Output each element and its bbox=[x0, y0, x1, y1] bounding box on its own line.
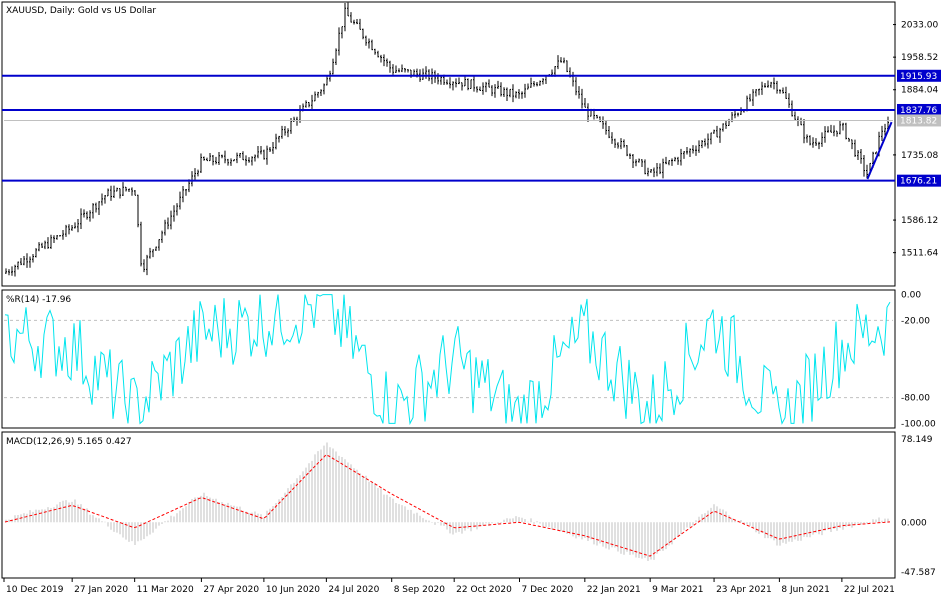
current-price-tag bbox=[897, 114, 941, 127]
wr-title: %R(14) -17.96 bbox=[6, 295, 71, 305]
macd-axis-label: 78.149 bbox=[901, 435, 933, 445]
current-price-label: 1813.82 bbox=[900, 116, 937, 126]
wr-axis-label: -80.00 bbox=[901, 394, 930, 404]
date-axis-label: 10 Dec 2019 bbox=[6, 585, 64, 595]
price-axis-label: 1958.52 bbox=[901, 53, 938, 63]
date-axis-label: 11 Mar 2020 bbox=[137, 585, 194, 595]
williams-r-plot bbox=[4, 293, 893, 426]
price-bars bbox=[5, 2, 889, 277]
macd-axis-label: -47.587 bbox=[901, 568, 936, 578]
date-axis-label: 22 Jan 2021 bbox=[587, 585, 641, 595]
date-axis-label: 9 Mar 2021 bbox=[652, 585, 703, 595]
date-axis-label: 23 Apr 2021 bbox=[716, 585, 772, 595]
macd-axis-label: 0.000 bbox=[901, 518, 927, 528]
level-price-label: 1915.93 bbox=[900, 72, 937, 82]
level-price-tag bbox=[897, 174, 941, 187]
wr-axis-label: -100.00 bbox=[901, 419, 936, 429]
level-price-tag bbox=[897, 69, 941, 82]
macd-panel-frame bbox=[1, 431, 896, 579]
price-axis-label: 1511.64 bbox=[901, 249, 938, 259]
date-axis-label: 8 Jun 2021 bbox=[781, 585, 829, 595]
y-axis-labels: 2033.00 1958.52 1884.04 1735.08 1586.12 1511.… bbox=[893, 21, 938, 578]
macd-title: MACD(12,26,9) 5.165 0.427 bbox=[6, 437, 132, 447]
trendline bbox=[866, 121, 893, 180]
price-axis-label: 1735.08 bbox=[901, 151, 938, 161]
support-resistance-lines: 1915.93 1837.76 1676.21 1813.82 bbox=[2, 69, 941, 187]
macd-signal-line bbox=[4, 454, 891, 557]
date-axis-label: 7 Dec 2020 bbox=[522, 585, 574, 595]
date-axis-label: 24 Jul 2020 bbox=[328, 585, 379, 595]
date-axis-label: 27 Apr 2020 bbox=[203, 585, 259, 595]
macd-plot bbox=[4, 442, 891, 562]
date-axis-label: 8 Sep 2020 bbox=[394, 585, 446, 595]
date-axis-label: 22 Oct 2020 bbox=[456, 585, 512, 595]
date-axis-label: 10 Jun 2020 bbox=[266, 585, 320, 595]
price-axis-label: 1884.04 bbox=[901, 86, 938, 96]
level-price-tag bbox=[897, 103, 941, 116]
date-axis-label: 27 Jan 2020 bbox=[74, 585, 128, 595]
wr-line bbox=[4, 293, 891, 426]
level-price-label: 1676.21 bbox=[900, 177, 937, 187]
date-axis-label: 22 Jul 2021 bbox=[844, 585, 895, 595]
price-panel-frame bbox=[1, 1, 896, 287]
chart-title: XAUUSD, Daily: Gold vs US Dollar bbox=[6, 6, 156, 16]
x-axis-labels: 10 Dec 2019 27 Jan 2020 11 Mar 2020 27 Apr … bbox=[3, 578, 895, 595]
price-axis-label: 1586.12 bbox=[901, 216, 938, 226]
wr-axis-label: 0.00 bbox=[901, 291, 921, 301]
level-price-label: 1837.76 bbox=[900, 106, 937, 116]
price-axis-label: 2033.00 bbox=[901, 21, 938, 31]
wr-panel-frame bbox=[1, 289, 896, 429]
wr-axis-label: -20.00 bbox=[901, 316, 930, 326]
